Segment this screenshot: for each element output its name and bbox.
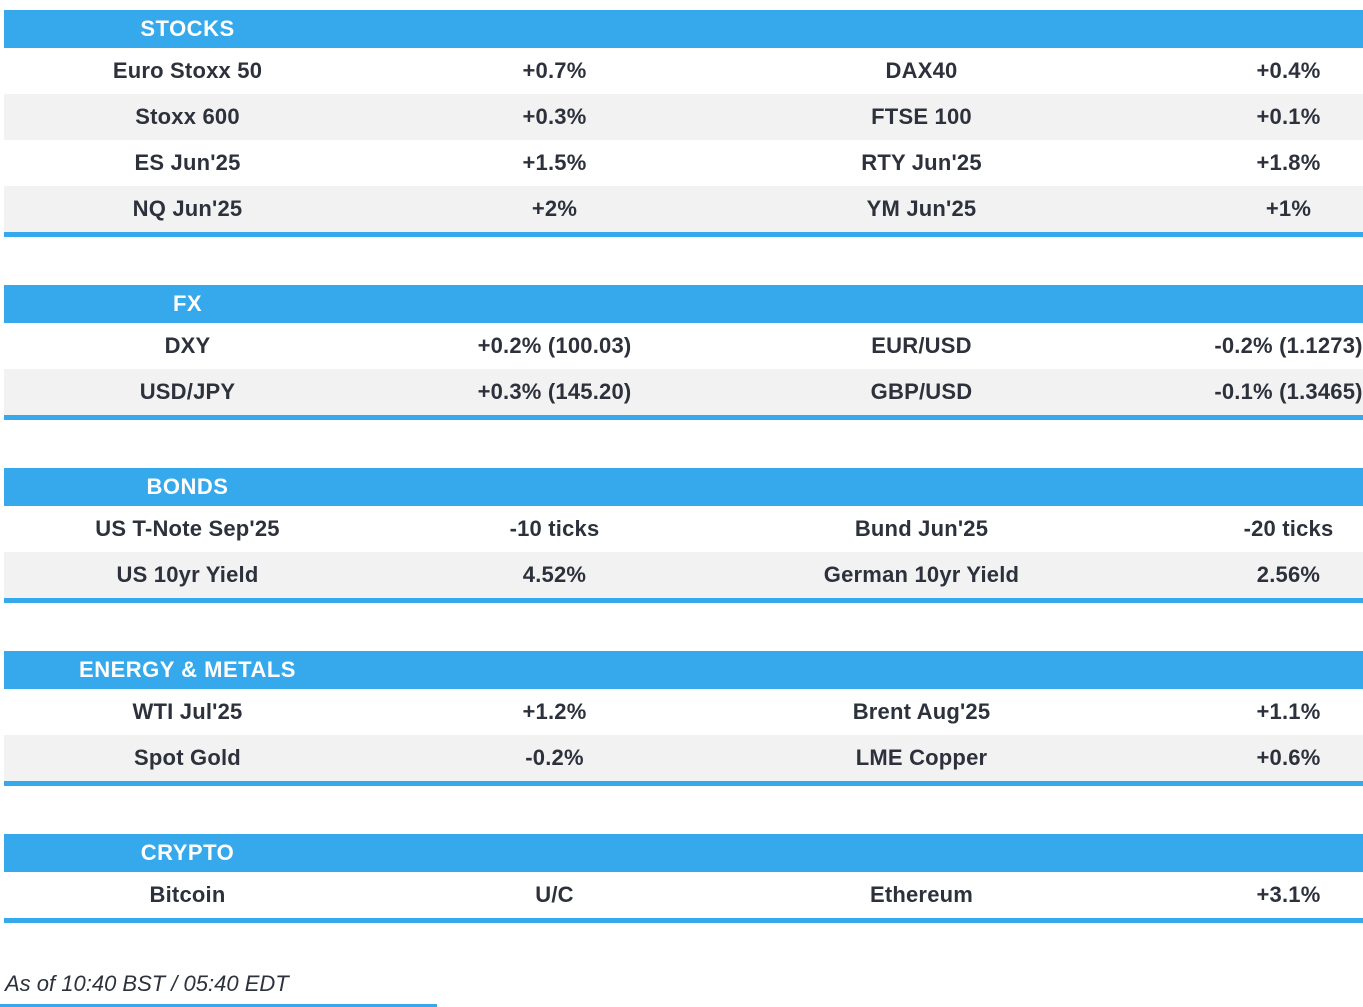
instrument-name: Brent Aug'25 bbox=[852, 699, 991, 724]
section-title: CRYPTO bbox=[140, 840, 235, 865]
instrument-name: WTI Jul'25 bbox=[132, 699, 243, 724]
table-row: Euro Stoxx 50 +0.7% DAX40 +0.4% bbox=[4, 48, 1363, 94]
instrument-name: EUR/USD bbox=[871, 333, 972, 358]
table-row: USD/JPY +0.3% (145.20) GBP/USD -0.1% (1.346… bbox=[4, 369, 1363, 415]
instrument-change: +1.1% bbox=[1256, 699, 1321, 724]
section-crypto: CRYPTO Bitcoin U/C Ethereum +3.1% bbox=[4, 834, 1363, 923]
section-stocks: STOCKS Euro Stoxx 50 +0.7% DAX40 +0.4% Stoxx … bbox=[4, 10, 1363, 237]
table-row: WTI Jul'25 +1.2% Brent Aug'25 +1.1% bbox=[4, 689, 1363, 735]
instrument-change: -0.2% (1.1273) bbox=[1214, 333, 1363, 358]
table-row: US 10yr Yield 4.52% German 10yr Yield 2.56% bbox=[4, 552, 1363, 598]
instrument-name: LME Copper bbox=[855, 745, 988, 770]
instrument-name: Stoxx 600 bbox=[135, 104, 240, 129]
instrument-name: NQ Jun'25 bbox=[132, 196, 243, 221]
section-header: ENERGY & METALS bbox=[4, 651, 1363, 689]
instrument-change: +0.3% bbox=[522, 104, 587, 129]
instrument-name: Bund Jun'25 bbox=[854, 516, 989, 541]
table-row: Bitcoin U/C Ethereum +3.1% bbox=[4, 872, 1363, 918]
section-divider bbox=[4, 598, 1363, 603]
instrument-name: DAX40 bbox=[885, 58, 958, 83]
section-divider bbox=[4, 415, 1363, 420]
instrument-change: +0.1% bbox=[1256, 104, 1321, 129]
instrument-name: Ethereum bbox=[869, 882, 974, 907]
instrument-name: German 10yr Yield bbox=[823, 562, 1020, 587]
instrument-change: U/C bbox=[535, 882, 574, 907]
market-summary-tables: STOCKS Euro Stoxx 50 +0.7% DAX40 +0.4% Stoxx … bbox=[4, 10, 1363, 923]
instrument-change: +0.2% (100.03) bbox=[477, 333, 632, 358]
section-divider bbox=[4, 918, 1363, 923]
section-header: BONDS bbox=[4, 468, 1363, 506]
instrument-name: ES Jun'25 bbox=[134, 150, 241, 175]
instrument-name: US 10yr Yield bbox=[116, 562, 259, 587]
section-divider bbox=[4, 232, 1363, 237]
instrument-name: DXY bbox=[164, 333, 211, 358]
instrument-name: USD/JPY bbox=[139, 379, 236, 404]
instrument-name: GBP/USD bbox=[870, 379, 973, 404]
instrument-name: Spot Gold bbox=[134, 745, 241, 770]
instrument-change: +3.1% bbox=[1256, 882, 1321, 907]
instrument-change: -10 ticks bbox=[509, 516, 600, 541]
instrument-change: +2% bbox=[531, 196, 578, 221]
market-wrap-page: { "colors": { "accent": "#35a9ec", "row_… bbox=[0, 10, 1363, 1007]
section-title: FX bbox=[172, 291, 203, 316]
instrument-name: FTSE 100 bbox=[871, 104, 972, 129]
section-title: STOCKS bbox=[140, 16, 235, 41]
section-divider bbox=[4, 781, 1363, 786]
instrument-name: YM Jun'25 bbox=[866, 196, 977, 221]
section-energy-metals: ENERGY & METALS WTI Jul'25 +1.2% Brent Aug'… bbox=[4, 651, 1363, 786]
instrument-change: 2.56% bbox=[1256, 562, 1321, 587]
instrument-change: 4.52% bbox=[522, 562, 587, 587]
instrument-change: +0.6% bbox=[1256, 745, 1321, 770]
table-row: ES Jun'25 +1.5% RTY Jun'25 +1.8% bbox=[4, 140, 1363, 186]
section-title: ENERGY & METALS bbox=[79, 657, 296, 682]
table-row: Stoxx 600 +0.3% FTSE 100 +0.1% bbox=[4, 94, 1363, 140]
section-bonds: BONDS US T-Note Sep'25 -10 ticks Bund Jun'2… bbox=[4, 468, 1363, 603]
instrument-change: +1.8% bbox=[1256, 150, 1321, 175]
instrument-change: -20 ticks bbox=[1243, 516, 1334, 541]
table-row: DXY +0.2% (100.03) EUR/USD -0.2% (1.1273) bbox=[4, 323, 1363, 369]
table-row: NQ Jun'25 +2% YM Jun'25 +1% bbox=[4, 186, 1363, 232]
instrument-name: US T-Note Sep'25 bbox=[95, 516, 280, 541]
section-title: BONDS bbox=[146, 474, 229, 499]
section-header: STOCKS bbox=[4, 10, 1363, 48]
instrument-name: Bitcoin bbox=[149, 882, 226, 907]
table-row: US T-Note Sep'25 -10 ticks Bund Jun'25 -20 … bbox=[4, 506, 1363, 552]
instrument-change: +1.5% bbox=[522, 150, 587, 175]
section-header: FX bbox=[4, 285, 1363, 323]
instrument-change: +1% bbox=[1265, 196, 1312, 221]
instrument-change: +0.3% (145.20) bbox=[477, 379, 632, 404]
instrument-name: Euro Stoxx 50 bbox=[112, 58, 263, 83]
section-header: CRYPTO bbox=[4, 834, 1363, 872]
instrument-name: RTY Jun'25 bbox=[861, 150, 982, 175]
section-fx: FX DXY +0.2% (100.03) EUR/USD -0.2% (1.1273)… bbox=[4, 285, 1363, 420]
as-of-timestamp: As of 10:40 BST / 05:40 EDT bbox=[5, 971, 289, 996]
instrument-change: +1.2% bbox=[522, 699, 587, 724]
instrument-change: -0.2% bbox=[525, 745, 584, 770]
instrument-change: +0.7% bbox=[522, 58, 587, 83]
instrument-change: -0.1% (1.3465) bbox=[1214, 379, 1363, 404]
instrument-change: +0.4% bbox=[1256, 58, 1321, 83]
table-row: Spot Gold -0.2% LME Copper +0.6% bbox=[4, 735, 1363, 781]
